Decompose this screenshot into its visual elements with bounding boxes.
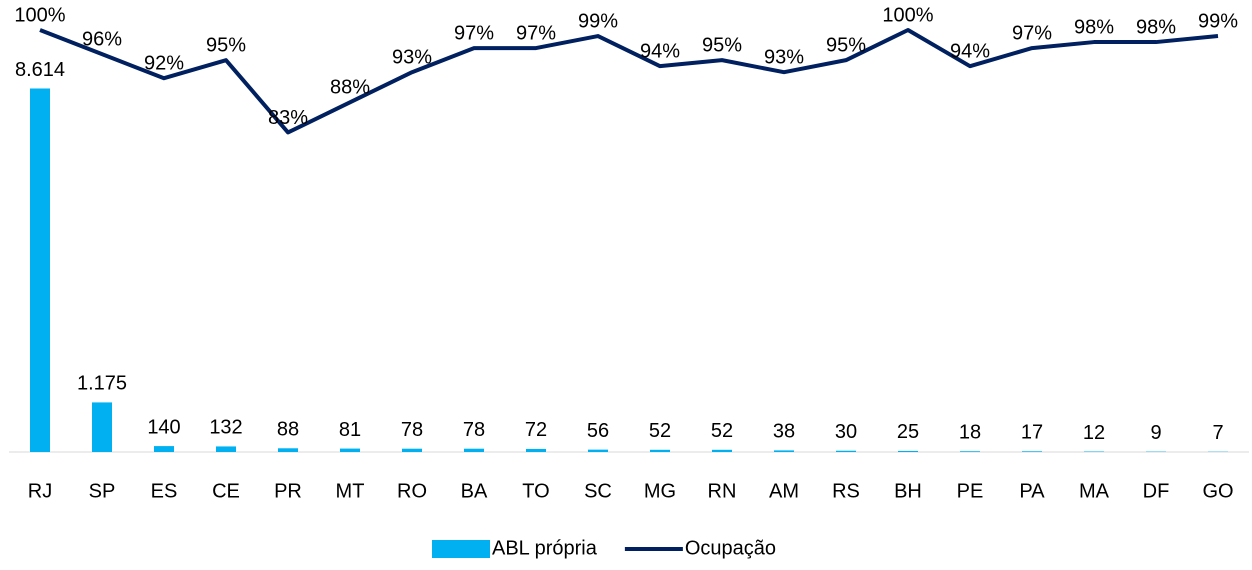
x-tick-label: PE (957, 480, 984, 502)
data-label: 78 (401, 419, 423, 441)
data-label: 96% (82, 28, 122, 50)
x-tick-label: AM (769, 480, 799, 502)
data-label: 78 (463, 419, 485, 441)
x-tick-label: SP (89, 480, 116, 502)
data-label: 93% (764, 46, 804, 68)
data-label: 81 (339, 419, 361, 441)
bar (650, 450, 670, 452)
x-tick-label: MG (644, 480, 676, 502)
data-label: 95% (206, 34, 246, 56)
x-tick-label: SC (584, 480, 612, 502)
data-label: 97% (516, 22, 556, 44)
x-tick-label: GO (1202, 480, 1233, 502)
bar (588, 450, 608, 452)
bar (278, 448, 298, 452)
data-label: 100% (882, 4, 933, 26)
bar (30, 88, 50, 452)
data-label: 30 (835, 421, 857, 443)
x-tick-label: RN (708, 480, 737, 502)
data-label: 25 (897, 421, 919, 443)
data-label: 94% (950, 40, 990, 62)
data-label: 9 (1150, 422, 1161, 444)
bar (898, 451, 918, 452)
data-label: 99% (1198, 10, 1238, 32)
data-label: 98% (1074, 16, 1114, 38)
bar (216, 446, 236, 452)
data-label: 56 (587, 420, 609, 442)
bar (402, 449, 422, 452)
bar (92, 402, 112, 452)
data-label: 95% (702, 34, 742, 56)
legend-label: Ocupação (685, 537, 776, 559)
data-label: 7 (1212, 422, 1223, 444)
data-label: 100% (14, 4, 65, 26)
data-label: 94% (640, 40, 680, 62)
bar (774, 450, 794, 452)
x-tick-label: RS (832, 480, 860, 502)
x-tick-label: ES (151, 480, 178, 502)
bar (340, 449, 360, 452)
x-tick-label: CE (212, 480, 240, 502)
data-label: 17 (1021, 422, 1043, 444)
legend-swatch (432, 540, 490, 558)
data-label: 52 (711, 420, 733, 442)
bar (1022, 451, 1042, 452)
bar (154, 446, 174, 452)
bar (464, 449, 484, 452)
data-label: 72 (525, 419, 547, 441)
x-tick-label: TO (522, 480, 549, 502)
data-label: 97% (1012, 22, 1052, 44)
bar (526, 449, 546, 452)
data-label: 88% (330, 77, 370, 99)
x-tick-label: PA (1019, 480, 1045, 502)
x-tick-label: RJ (28, 480, 52, 502)
bar (836, 451, 856, 452)
bar (1084, 451, 1104, 452)
x-tick-label: PR (274, 480, 302, 502)
data-label: 93% (392, 46, 432, 68)
legend-label: ABL própria (492, 537, 598, 559)
x-tick-label: MA (1079, 480, 1110, 502)
data-label: 95% (826, 34, 866, 56)
data-label: 12 (1083, 422, 1105, 444)
data-label: 38 (773, 421, 795, 443)
data-label: 88 (277, 419, 299, 441)
data-label: 83% (268, 107, 308, 129)
x-tick-label: BH (894, 480, 922, 502)
data-label: 92% (144, 53, 184, 75)
x-tick-label: BA (461, 480, 488, 502)
data-label: 52 (649, 420, 671, 442)
bar (712, 450, 732, 452)
data-label: 18 (959, 422, 981, 444)
x-tick-label: MT (336, 480, 365, 502)
data-label: 8.614 (15, 59, 65, 81)
data-label: 98% (1136, 16, 1176, 38)
data-label: 140 (147, 416, 180, 438)
x-tick-label: RO (397, 480, 427, 502)
data-label: 1.175 (77, 373, 127, 395)
bar (960, 451, 980, 452)
data-label: 99% (578, 10, 618, 32)
x-tick-label: DF (1143, 480, 1170, 502)
data-label: 97% (454, 22, 494, 44)
data-label: 132 (209, 417, 242, 439)
